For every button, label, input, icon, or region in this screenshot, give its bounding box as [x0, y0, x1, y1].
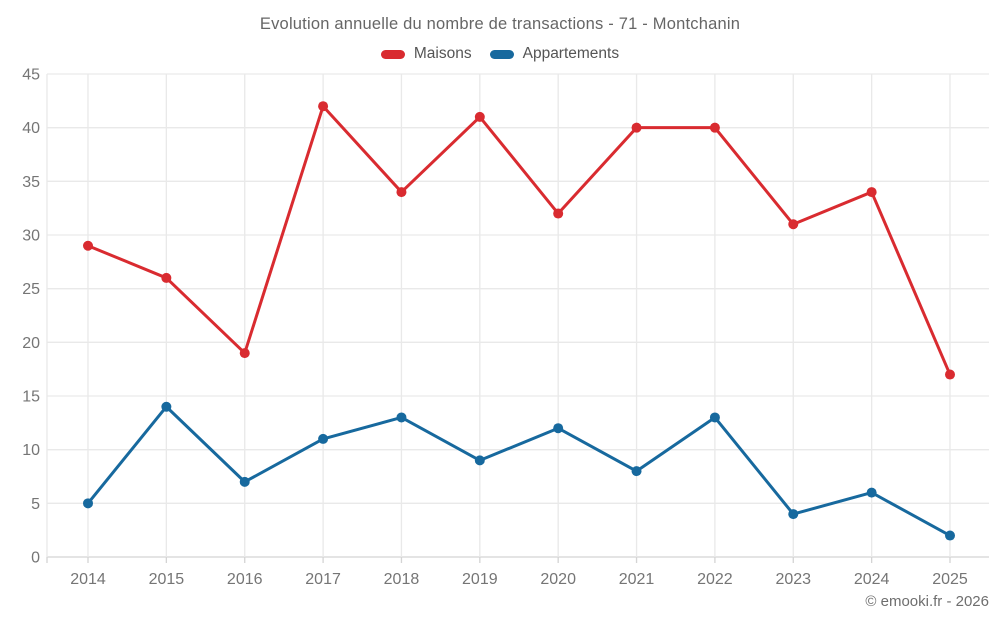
data-point-maisons-2025[interactable] [945, 369, 955, 380]
data-point-maisons-2015[interactable] [161, 272, 172, 283]
data-point-appartements-2021[interactable] [631, 466, 642, 477]
x-tick-label: 2025 [932, 571, 968, 588]
legend-item-maisons[interactable]: Maisons [380, 45, 472, 63]
y-tick-label: 40 [22, 120, 40, 137]
data-point-appartements-2017[interactable] [318, 433, 329, 444]
data-point-maisons-2023[interactable] [788, 219, 799, 230]
x-tick-label: 2016 [227, 571, 263, 588]
legend-item-appartements[interactable]: Appartements [489, 45, 620, 63]
data-point-appartements-2019[interactable] [474, 455, 485, 466]
legend-label-appartements: Appartements [522, 45, 620, 62]
y-tick-label: 5 [31, 496, 40, 513]
y-tick-label: 30 [22, 228, 40, 245]
x-tick-label: 2014 [70, 571, 106, 588]
chart-legend: Maisons Appartements [0, 45, 1000, 63]
data-point-appartements-2025[interactable] [945, 530, 955, 541]
series-line-maisons [86, 104, 952, 377]
x-tick-label: 2021 [619, 571, 655, 588]
data-point-maisons-2014[interactable] [83, 240, 93, 251]
data-point-appartements-2020[interactable] [553, 423, 564, 434]
data-point-appartements-2015[interactable] [161, 401, 172, 412]
y-tick-label: 10 [22, 442, 40, 459]
y-tick-label: 45 [22, 67, 40, 84]
legend-label-maisons: Maisons [413, 45, 472, 62]
x-tick-label: 2022 [697, 571, 733, 588]
x-tick-label: 2020 [540, 571, 576, 588]
x-tick-label: 2019 [462, 571, 498, 588]
chart-title: Evolution annuelle du nombre de transact… [259, 15, 741, 33]
appartements-swatch-icon [489, 49, 514, 59]
data-point-maisons-2018[interactable] [396, 187, 407, 198]
copyright-text: © emooki.fr - 2026 [865, 593, 989, 610]
data-point-appartements-2018[interactable] [396, 412, 407, 423]
data-point-maisons-2020[interactable] [553, 208, 564, 219]
y-tick-label: 25 [22, 281, 40, 298]
data-point-appartements-2022[interactable] [709, 412, 720, 423]
maisons-swatch-icon [380, 49, 405, 59]
series-line-appartements [86, 405, 952, 538]
y-tick-label: 15 [22, 389, 40, 406]
data-point-maisons-2017[interactable] [318, 101, 329, 112]
data-point-maisons-2021[interactable] [631, 122, 642, 133]
data-point-appartements-2016[interactable] [239, 476, 250, 487]
data-point-appartements-2023[interactable] [788, 509, 799, 520]
y-tick-label: 35 [22, 174, 40, 191]
data-point-appartements-2014[interactable] [83, 498, 93, 509]
y-tick-label: 20 [22, 335, 40, 352]
y-tick-label: 0 [31, 550, 40, 567]
data-point-maisons-2024[interactable] [866, 187, 877, 198]
data-point-appartements-2024[interactable] [866, 487, 877, 498]
x-tick-label: 2015 [149, 571, 185, 588]
data-point-maisons-2022[interactable] [709, 122, 720, 133]
x-tick-label: 2024 [854, 571, 890, 588]
x-tick-label: 2018 [384, 571, 420, 588]
data-point-maisons-2019[interactable] [474, 111, 485, 122]
data-point-maisons-2016[interactable] [239, 348, 250, 359]
x-tick-label: 2017 [305, 571, 341, 588]
x-tick-label: 2023 [775, 571, 811, 588]
